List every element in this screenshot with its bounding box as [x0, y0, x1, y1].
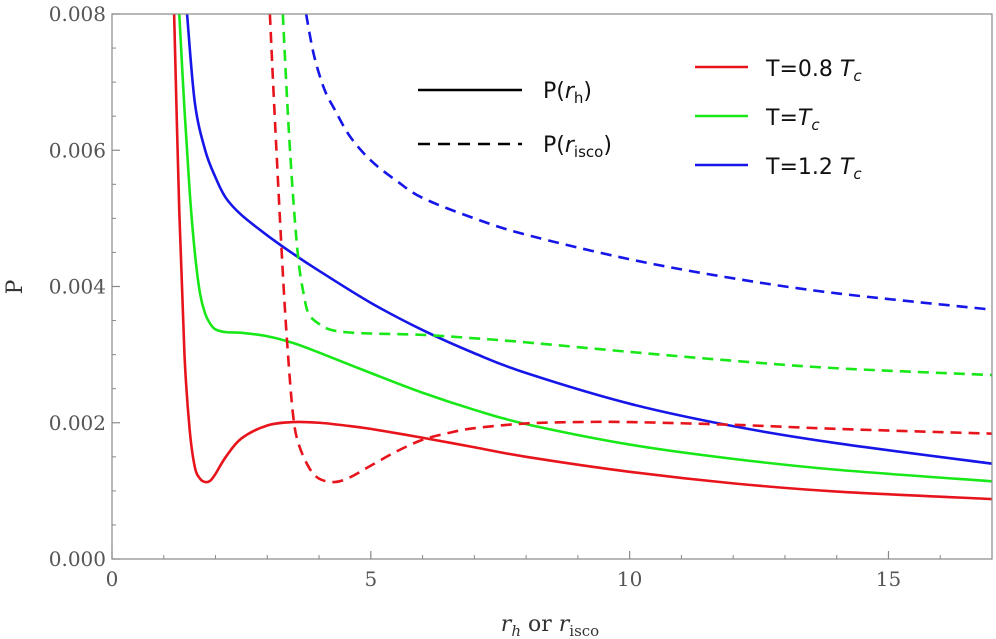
legend-style: P(rh) P(risco) — [418, 79, 612, 161]
x-tick-label-3: 15 — [876, 567, 901, 591]
legend-temperature: T=0.8 Tc T=Tc T=1.2 Tc — [695, 57, 862, 183]
x-tick-label-2: 10 — [617, 567, 642, 591]
legend-label-t12: T=1.2 Tc — [765, 155, 862, 183]
y-axis-title: P — [3, 279, 28, 294]
ticks-layer: 0 5 10 15 0.000 0.002 0.004 0.006 0.008 — [49, 2, 993, 591]
legend-label-solid: P(rh) — [543, 79, 592, 107]
series-line-4 — [281, 14, 992, 377]
legend-label-dashed: P(risco) — [543, 133, 612, 161]
series-layer — [172, 14, 992, 501]
x-axis-label: rh or risco — [501, 612, 599, 639]
series-line-0 — [172, 14, 992, 501]
legend-label-t08: T=0.8 Tc — [765, 57, 862, 85]
x-tick-label-0: 0 — [106, 567, 119, 591]
series-line-1 — [177, 14, 992, 483]
y-tick-label-0: 0.000 — [49, 547, 106, 571]
y-tick-label-3: 0.006 — [49, 138, 106, 162]
y-tick-label-4: 0.008 — [49, 2, 106, 26]
y-axis-label: P — [3, 279, 28, 294]
series-line-5 — [304, 14, 992, 311]
series-line-3 — [268, 14, 992, 484]
y-tick-label-1: 0.002 — [49, 411, 106, 435]
legend-label-t10: T=Tc — [765, 106, 820, 134]
series-line-2 — [185, 14, 992, 465]
y-tick-label-2: 0.004 — [49, 275, 106, 299]
x-tick-label-1: 5 — [364, 567, 377, 591]
